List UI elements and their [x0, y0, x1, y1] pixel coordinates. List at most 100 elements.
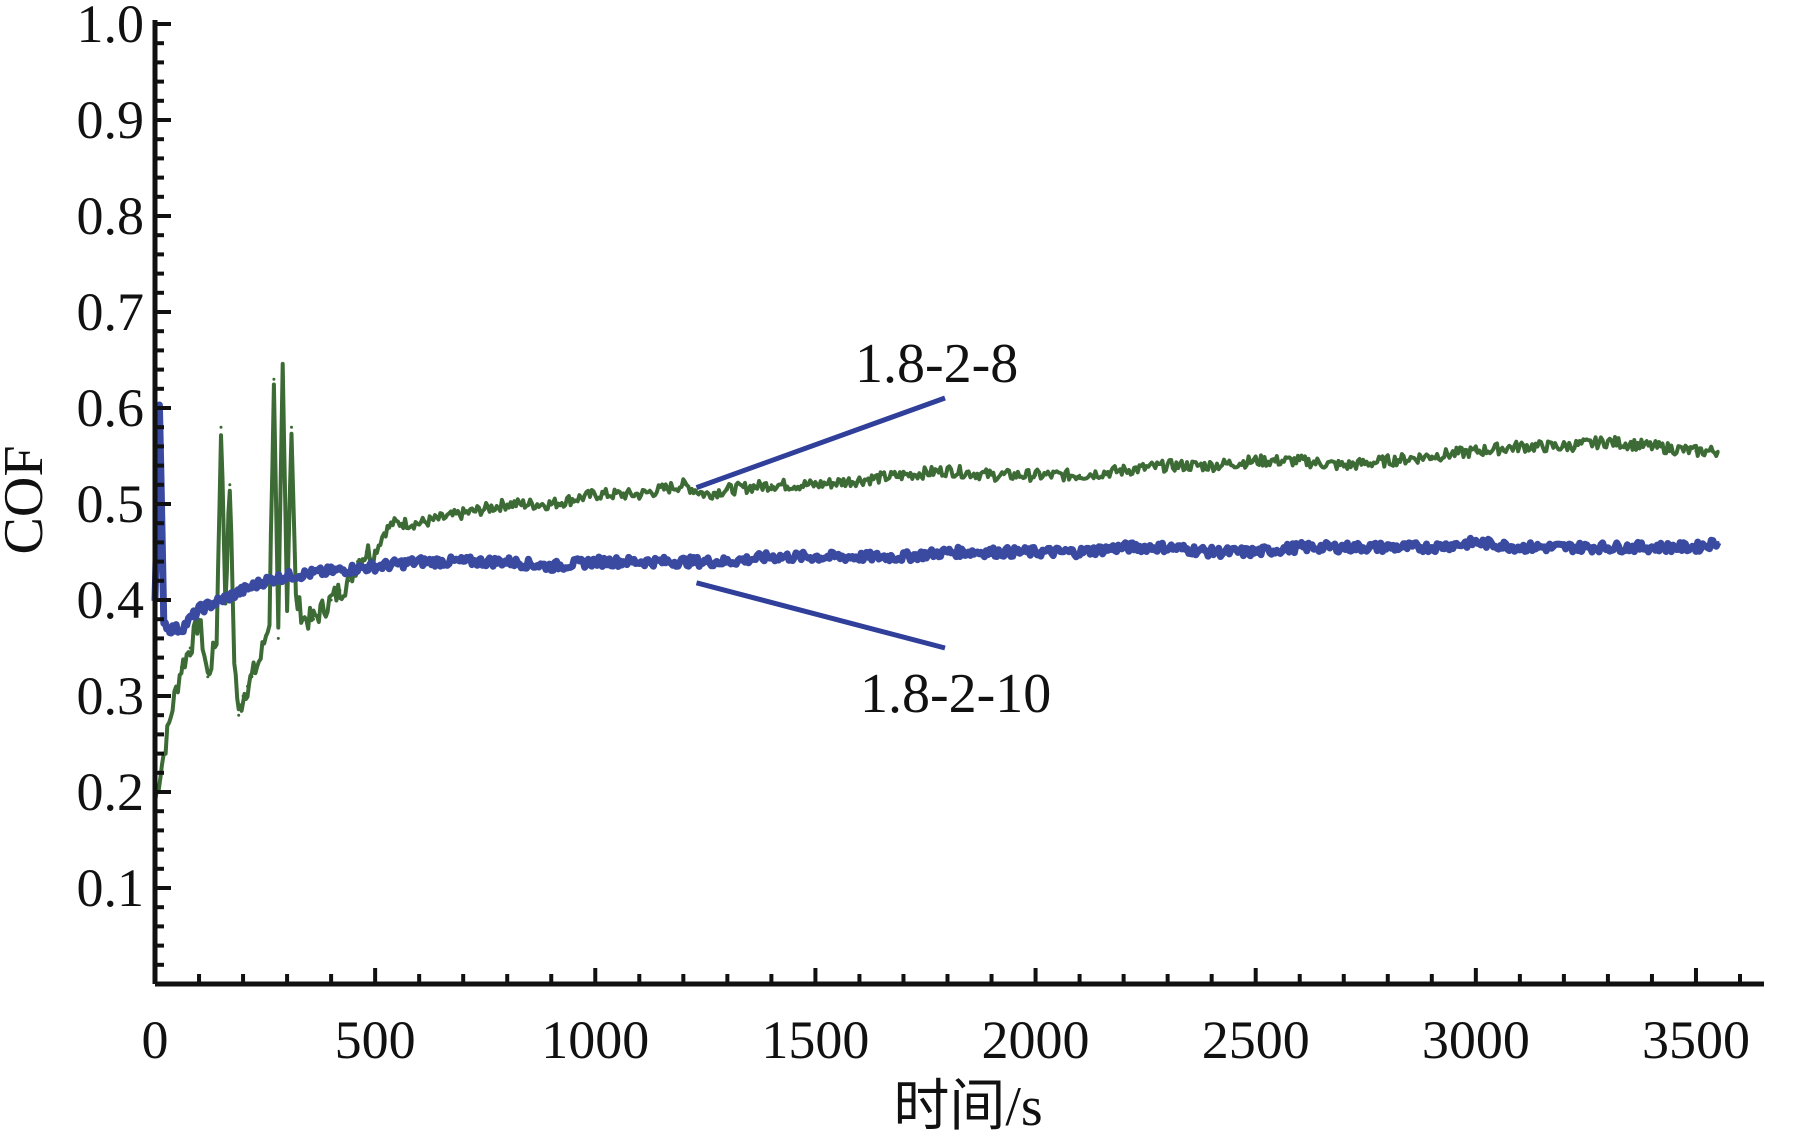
x-tick-label: 2500: [1202, 1010, 1310, 1070]
data-point: [1078, 473, 1082, 477]
data-point: [857, 478, 861, 482]
data-point: [1254, 550, 1258, 554]
data-point: [294, 598, 298, 602]
data-point: [549, 564, 553, 568]
data-point: [329, 598, 333, 602]
data-point: [338, 588, 342, 592]
data-point: [990, 550, 993, 554]
series-1.8-2-8: [153, 361, 1720, 804]
data-point: [725, 560, 729, 564]
data-point: [250, 675, 254, 679]
data-point: [946, 468, 949, 472]
data-point: [259, 656, 263, 660]
data-point: [1430, 545, 1434, 549]
data-point: [1210, 550, 1214, 554]
data-point: [902, 555, 905, 559]
y-tick-label: 0.7: [77, 282, 145, 342]
y-tick-label: 0.6: [77, 378, 145, 438]
y-tick-label: 1.0: [77, 0, 145, 54]
data-point: [1122, 468, 1126, 472]
data-point: [461, 560, 465, 564]
data-point: [1254, 459, 1258, 463]
data-point: [1716, 540, 1720, 544]
leader-line-1.8-2-10: [695, 580, 946, 651]
data-point: [232, 656, 236, 660]
data-point: [400, 521, 404, 525]
data-point: [171, 704, 175, 708]
data-point: [1562, 545, 1566, 549]
data-point: [263, 579, 267, 583]
series-label-1.8-2-10: 1.8-2-10: [860, 663, 1051, 725]
data-point: [681, 560, 685, 564]
data-point: [681, 483, 685, 487]
series-layer: [151, 361, 1722, 804]
data-point: [285, 574, 289, 578]
y-axis-title: COF: [0, 446, 55, 555]
data-point: [703, 492, 707, 496]
data-point: [417, 521, 421, 525]
data-point: [373, 550, 377, 554]
data-point: [391, 521, 395, 525]
data-point: [364, 550, 368, 554]
data-point: [1298, 459, 1302, 463]
data-point: [382, 531, 386, 535]
x-tick-label: 500: [335, 1010, 416, 1070]
data-point: [329, 569, 333, 573]
data-point: [593, 560, 597, 564]
data-point: [1430, 454, 1434, 458]
data-point: [1518, 545, 1522, 549]
data-point: [246, 684, 249, 688]
data-point: [281, 368, 285, 372]
data-point: [219, 425, 223, 429]
data-point: [1034, 473, 1038, 477]
data-point: [1606, 440, 1610, 444]
data-point: [166, 627, 170, 631]
x-tick-label: 1500: [761, 1010, 869, 1070]
axes-layer: [152, 20, 1764, 987]
x-tick-label: 2000: [982, 1010, 1090, 1070]
data-point: [197, 608, 201, 612]
data-point: [769, 555, 773, 559]
data-point: [312, 617, 315, 621]
data-point: [857, 555, 861, 559]
data-point: [268, 617, 271, 621]
data-point: [1606, 545, 1610, 549]
data-point: [188, 617, 192, 621]
data-point: [725, 488, 729, 492]
data-point: [171, 627, 175, 631]
data-point: [188, 646, 192, 650]
data-point: [272, 377, 276, 381]
data-point: [505, 560, 509, 564]
series-line-1.8-2-8: [153, 361, 1720, 803]
x-axis-title: 时间/s: [893, 1076, 1042, 1131]
data-point: [549, 502, 553, 506]
data-point: [1650, 444, 1654, 448]
data-point: [1694, 449, 1698, 453]
y-tick-label: 0.5: [77, 474, 145, 534]
data-point: [1386, 459, 1390, 463]
y-tick-label: 0.2: [77, 762, 145, 822]
x-tick-label: 3000: [1422, 1010, 1530, 1070]
data-point: [1562, 444, 1566, 448]
data-point: [1518, 444, 1522, 448]
data-point: [990, 473, 993, 477]
data-point: [303, 617, 307, 621]
data-point: [290, 425, 293, 429]
x-tick-label: 0: [142, 1010, 169, 1070]
data-point: [1078, 550, 1082, 554]
data-point: [1342, 545, 1346, 549]
data-point: [241, 694, 245, 698]
data-point: [179, 665, 183, 669]
data-point: [813, 555, 817, 559]
leader-line-1.8-2-8: [695, 395, 946, 490]
data-point: [1166, 545, 1170, 549]
data-point: [1166, 464, 1170, 468]
series-line-1.8-2-10: [151, 401, 1722, 637]
data-point: [347, 579, 351, 583]
y-tick-label: 0.1: [77, 858, 145, 918]
x-tick-label: 3500: [1642, 1010, 1750, 1070]
data-point: [1298, 545, 1302, 549]
data-point: [179, 627, 183, 631]
data-point: [228, 483, 232, 487]
